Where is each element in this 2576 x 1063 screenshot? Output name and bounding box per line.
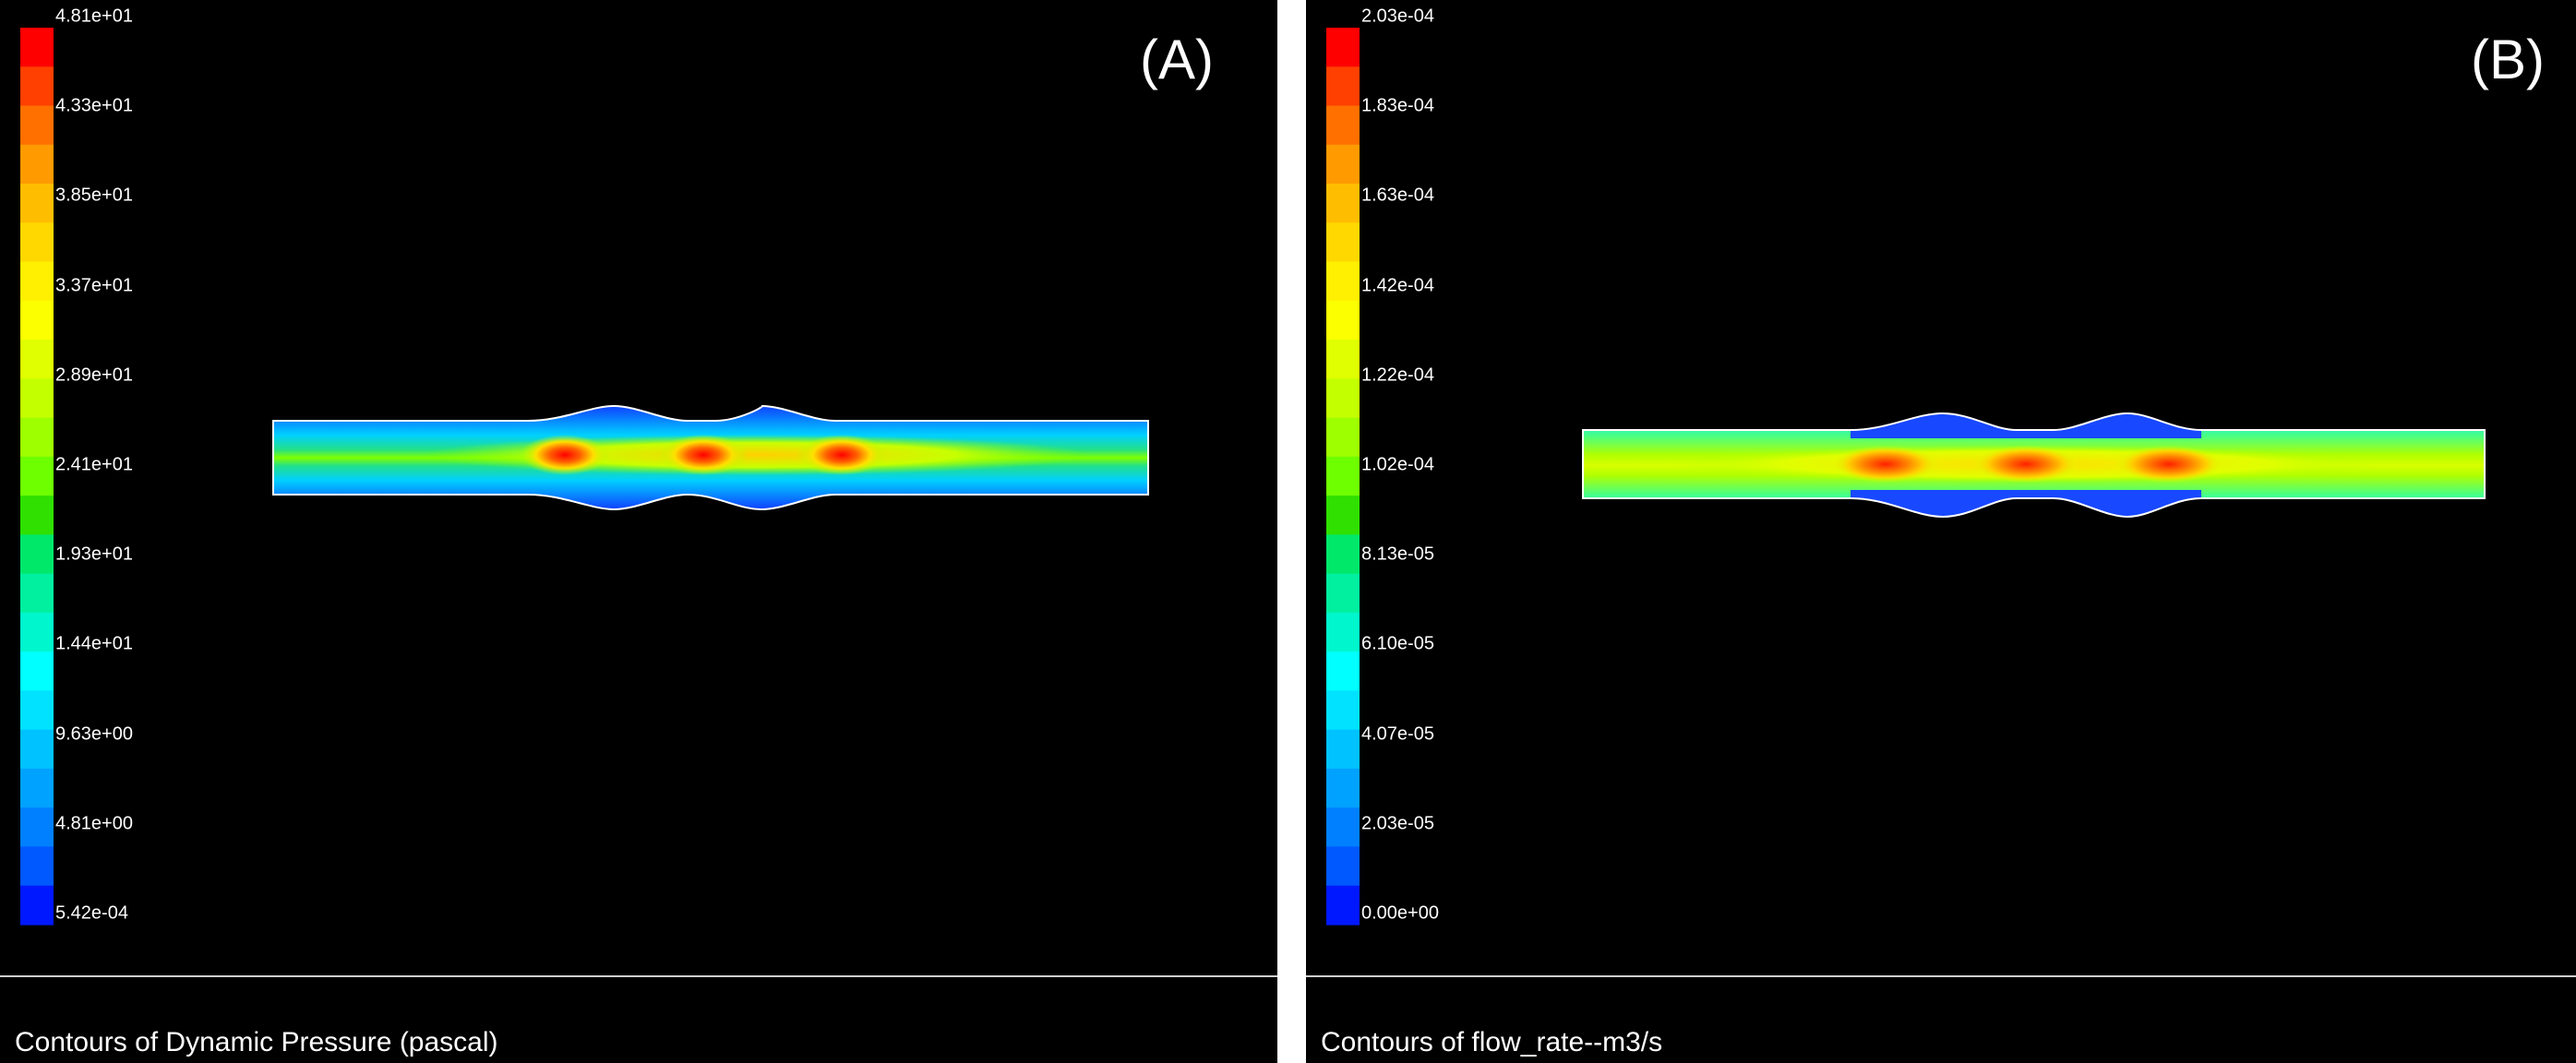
colorbar-segment	[20, 573, 54, 614]
colorbar-segment	[1326, 846, 1360, 887]
colorbar-segment	[20, 105, 54, 146]
colorbar-segment	[20, 66, 54, 107]
hotspot-b1	[1832, 446, 1939, 483]
panel-label-a: (A)	[1140, 29, 1214, 90]
colorbar-segment	[1326, 105, 1360, 146]
colorbar-tick-label: 1.44e+01	[55, 633, 133, 654]
colorbar-segment	[1326, 534, 1360, 575]
colorbar-segment	[20, 28, 54, 67]
panel-label-b: (B)	[2471, 29, 2545, 90]
colorbar-tick-label: 1.02e-04	[1361, 454, 1434, 475]
colorbar-tick-label: 2.41e+01	[55, 454, 133, 475]
hotspot-b2	[1972, 446, 2079, 483]
colorbar-segment	[1326, 768, 1360, 808]
colorbar-segment	[1326, 885, 1360, 926]
colorbar-tick-label: 2.03e-05	[1361, 813, 1434, 834]
colorbar-tick-label: 5.42e-04	[55, 902, 128, 924]
caption-a: Contours of Dynamic Pressure (pascal)	[15, 1027, 498, 1057]
colorbar-segment	[20, 378, 54, 419]
colorbar-segment	[1326, 651, 1360, 692]
caption-divider-b	[1306, 975, 2576, 977]
hotspot-b3	[2115, 446, 2223, 483]
colorbar-tick-label: 4.07e-05	[1361, 723, 1434, 745]
colorbar-segment	[1326, 807, 1360, 848]
colorbar-segment	[1326, 729, 1360, 770]
caption-b: Contours of flow_rate--m3/s	[1321, 1027, 1663, 1057]
colorbar-tick-label: 1.63e-04	[1361, 185, 1434, 206]
colorbar-segment	[20, 768, 54, 808]
colorbar-segment	[20, 144, 54, 185]
colorbar-segment	[20, 340, 54, 379]
panel-b: 2.03e-04 1.83e-04 1.63e-04 1.42e-04 1.22e-04…	[1306, 0, 2576, 1063]
colorbar-segment	[20, 261, 54, 302]
contour-plot-b	[1326, 28, 2486, 926]
colorbar-segment	[20, 651, 54, 692]
colorbar-segment	[20, 222, 54, 263]
colorbar-segment	[20, 496, 54, 535]
panel-a: 4.81e+01 4.33e+01 3.85e+01 3.37e+01 2.89e+01…	[0, 0, 1277, 1063]
colorbar-tick-label: 4.33e+01	[55, 95, 133, 116]
colorbar-tick-label: 1.83e-04	[1361, 95, 1434, 116]
colorbar-segment	[20, 690, 54, 731]
colorbar-tick-label: 2.03e-04	[1361, 6, 1434, 27]
colorbar-segment	[20, 846, 54, 887]
hotspot-a1	[521, 435, 609, 475]
colorbar-segment	[20, 417, 54, 458]
colorbar-a	[20, 28, 54, 926]
colorbar-tick-label: 1.93e+01	[55, 543, 133, 565]
colorbar-segment	[1326, 184, 1360, 223]
colorbar-segment	[1326, 66, 1360, 107]
bulge-bottom-b	[1851, 490, 2201, 517]
colorbar-segment	[1326, 573, 1360, 614]
colorbar-segment	[1326, 496, 1360, 535]
channel-wall-b	[1582, 412, 2486, 519]
colorbar-segment	[20, 807, 54, 848]
colorbar-tick-label: 0.00e+00	[1361, 902, 1439, 924]
channel-wall-a	[272, 404, 1149, 511]
colorbar-segment	[20, 885, 54, 926]
colorbar-tick-label: 8.13e-05	[1361, 543, 1434, 565]
colorbar-segment	[1326, 300, 1360, 340]
colorbar-segment	[20, 612, 54, 652]
colorbar-segment	[1326, 144, 1360, 185]
colorbar-segment	[20, 184, 54, 223]
colorbar-tick-label: 4.81e+00	[55, 813, 133, 834]
colorbar-segment	[1326, 690, 1360, 731]
channel-b	[1582, 412, 2486, 519]
colorbar-tick-label: 1.42e-04	[1361, 275, 1434, 296]
colorbar-segment	[20, 534, 54, 575]
colorbar-segment	[1326, 28, 1360, 67]
colorbar-b	[1326, 28, 1360, 926]
colorbar-tick-label: 1.22e-04	[1361, 364, 1434, 386]
colorbar-tick-label: 3.37e+01	[55, 275, 133, 296]
hotspot-a3	[797, 435, 886, 475]
colorbar-segment	[20, 300, 54, 340]
colorbar-segment	[1326, 456, 1360, 496]
hotspot-a2	[659, 435, 748, 475]
channel-a	[272, 404, 1149, 511]
colorbar-segment	[1326, 261, 1360, 302]
colorbar-segment	[1326, 378, 1360, 419]
colorbar-tick-label: 2.89e+01	[55, 364, 133, 386]
colorbar-segment	[20, 729, 54, 770]
caption-divider-a	[0, 975, 1277, 977]
contour-plot-a	[20, 28, 1149, 926]
colorbar-segment	[1326, 222, 1360, 263]
colorbar-segment	[1326, 417, 1360, 458]
bulge-top-b	[1851, 413, 2201, 438]
colorbar-tick-label: 3.85e+01	[55, 185, 133, 206]
colorbar-tick-label: 9.63e+00	[55, 723, 133, 745]
colorbar-tick-label: 4.81e+01	[55, 6, 133, 27]
colorbar-segment	[1326, 340, 1360, 379]
colorbar-tick-label: 6.10e-05	[1361, 633, 1434, 654]
colorbar-segment	[20, 456, 54, 496]
colorbar-segment	[1326, 612, 1360, 652]
